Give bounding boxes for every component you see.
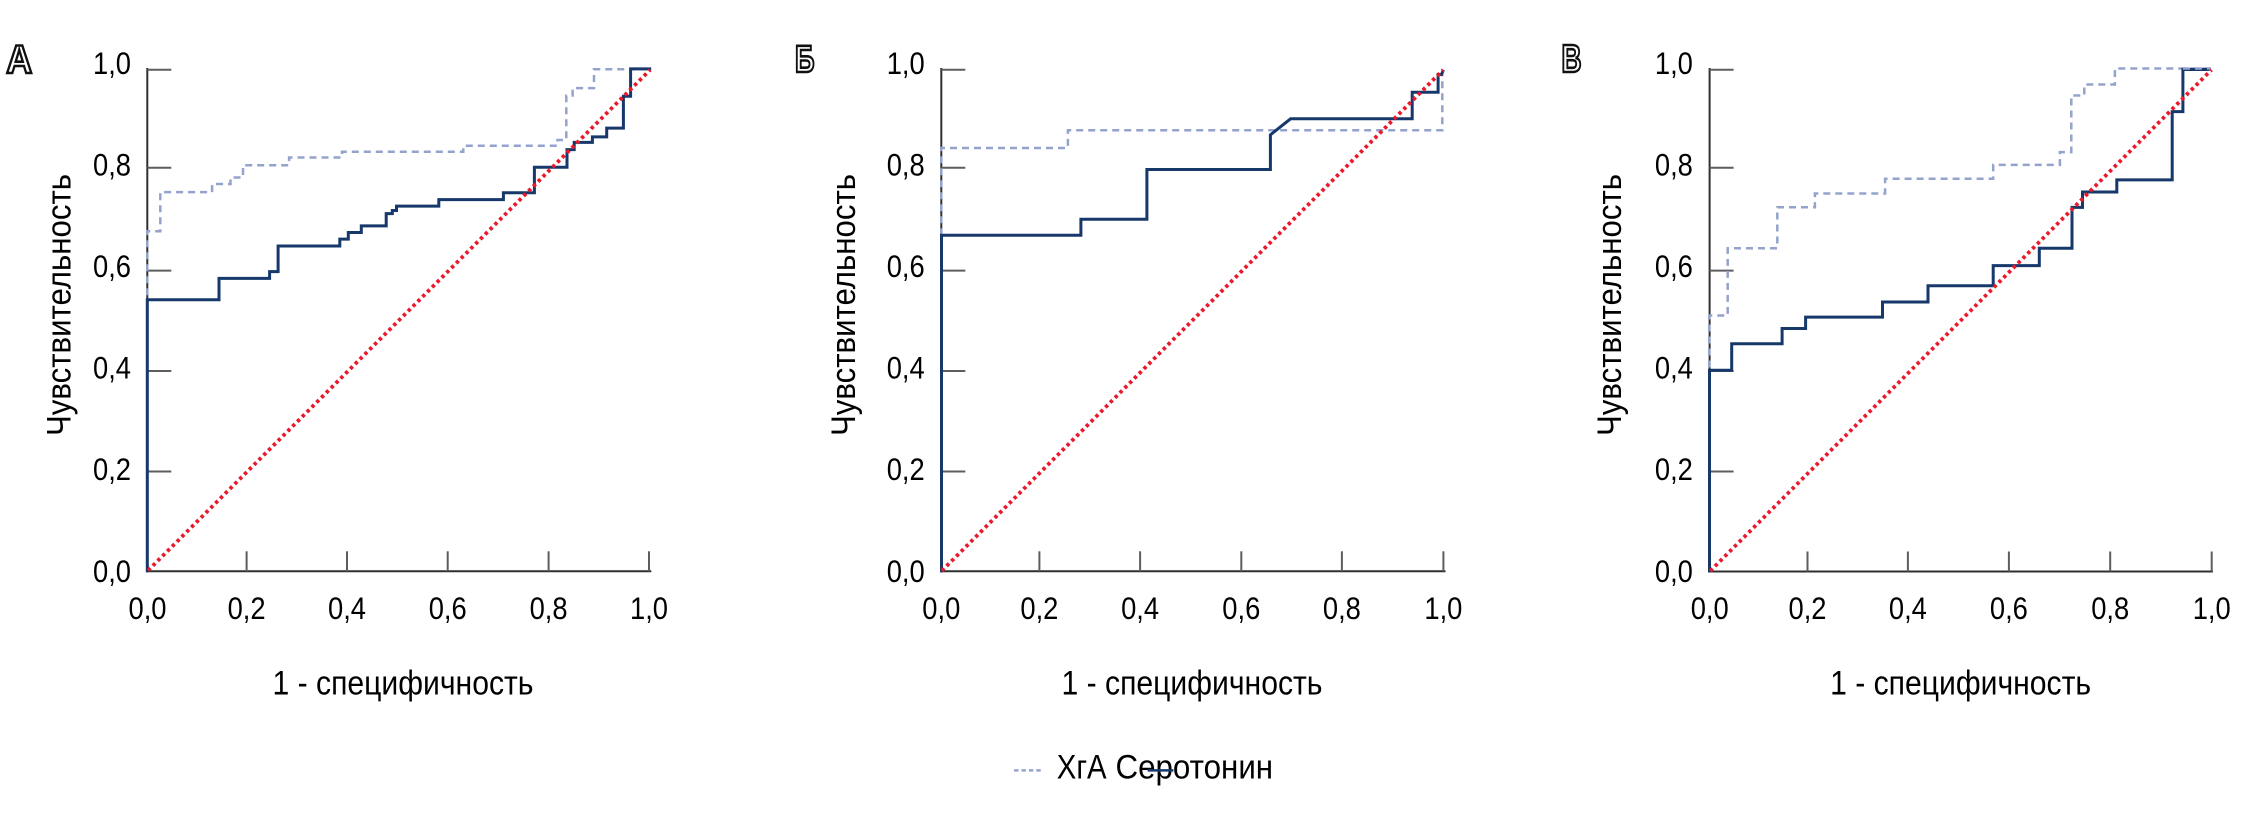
- svg-text:1 - специфичность: 1 - специфичность: [1062, 665, 1323, 703]
- svg-text:0,6: 0,6: [1990, 590, 2028, 626]
- svg-text:0,0: 0,0: [129, 590, 167, 626]
- svg-text:1,0: 1,0: [93, 45, 131, 81]
- svg-text:0,2: 0,2: [1020, 590, 1058, 626]
- svg-text:0,4: 0,4: [1889, 590, 1927, 626]
- svg-text:ХгА: ХгА: [1057, 749, 1107, 787]
- svg-text:0,0: 0,0: [93, 553, 131, 589]
- svg-text:0,8: 0,8: [1323, 590, 1361, 626]
- svg-text:Чувствительность: Чувствительность: [825, 174, 863, 436]
- svg-text:1,0: 1,0: [2193, 590, 2231, 626]
- svg-text:0,6: 0,6: [429, 590, 467, 626]
- svg-text:0,2: 0,2: [228, 590, 266, 626]
- svg-text:0,8: 0,8: [530, 590, 568, 626]
- svg-text:0,2: 0,2: [1655, 451, 1693, 487]
- svg-text:0,2: 0,2: [1789, 590, 1827, 626]
- svg-text:0,6: 0,6: [93, 248, 131, 284]
- svg-text:0,0: 0,0: [887, 553, 925, 589]
- svg-text:0,8: 0,8: [1655, 146, 1693, 182]
- svg-text:0,4: 0,4: [328, 590, 366, 626]
- svg-text:В: В: [1562, 38, 1582, 81]
- svg-text:0,4: 0,4: [93, 350, 131, 386]
- svg-text:0,6: 0,6: [1655, 248, 1693, 284]
- svg-text:Серотонин: Серотонин: [1116, 749, 1274, 787]
- svg-text:0,4: 0,4: [887, 350, 925, 386]
- svg-text:1,0: 1,0: [887, 45, 925, 81]
- svg-text:0,0: 0,0: [1655, 553, 1693, 589]
- svg-text:1,0: 1,0: [1655, 45, 1693, 81]
- svg-text:Чувствительность: Чувствительность: [1591, 174, 1629, 436]
- svg-text:0,0: 0,0: [1691, 590, 1729, 626]
- svg-text:Чувствительность: Чувствительность: [41, 174, 79, 436]
- svg-text:1 - специфичность: 1 - специфичность: [1830, 665, 2091, 703]
- svg-text:Б: Б: [795, 39, 815, 81]
- svg-text:0,0: 0,0: [922, 590, 960, 626]
- svg-text:0,2: 0,2: [887, 451, 925, 487]
- svg-text:1,0: 1,0: [1424, 590, 1462, 626]
- svg-text:0,8: 0,8: [887, 146, 925, 182]
- svg-text:0,8: 0,8: [2091, 590, 2129, 626]
- svg-text:0,4: 0,4: [1655, 350, 1693, 386]
- svg-text:0,2: 0,2: [93, 451, 131, 487]
- svg-text:А: А: [6, 38, 32, 82]
- svg-text:0,6: 0,6: [1222, 590, 1260, 626]
- svg-text:0,6: 0,6: [887, 248, 925, 284]
- svg-text:1 - специфичность: 1 - специфичность: [273, 665, 534, 703]
- svg-text:1,0: 1,0: [630, 590, 668, 626]
- svg-text:0,8: 0,8: [93, 146, 131, 182]
- svg-text:0,4: 0,4: [1121, 590, 1159, 626]
